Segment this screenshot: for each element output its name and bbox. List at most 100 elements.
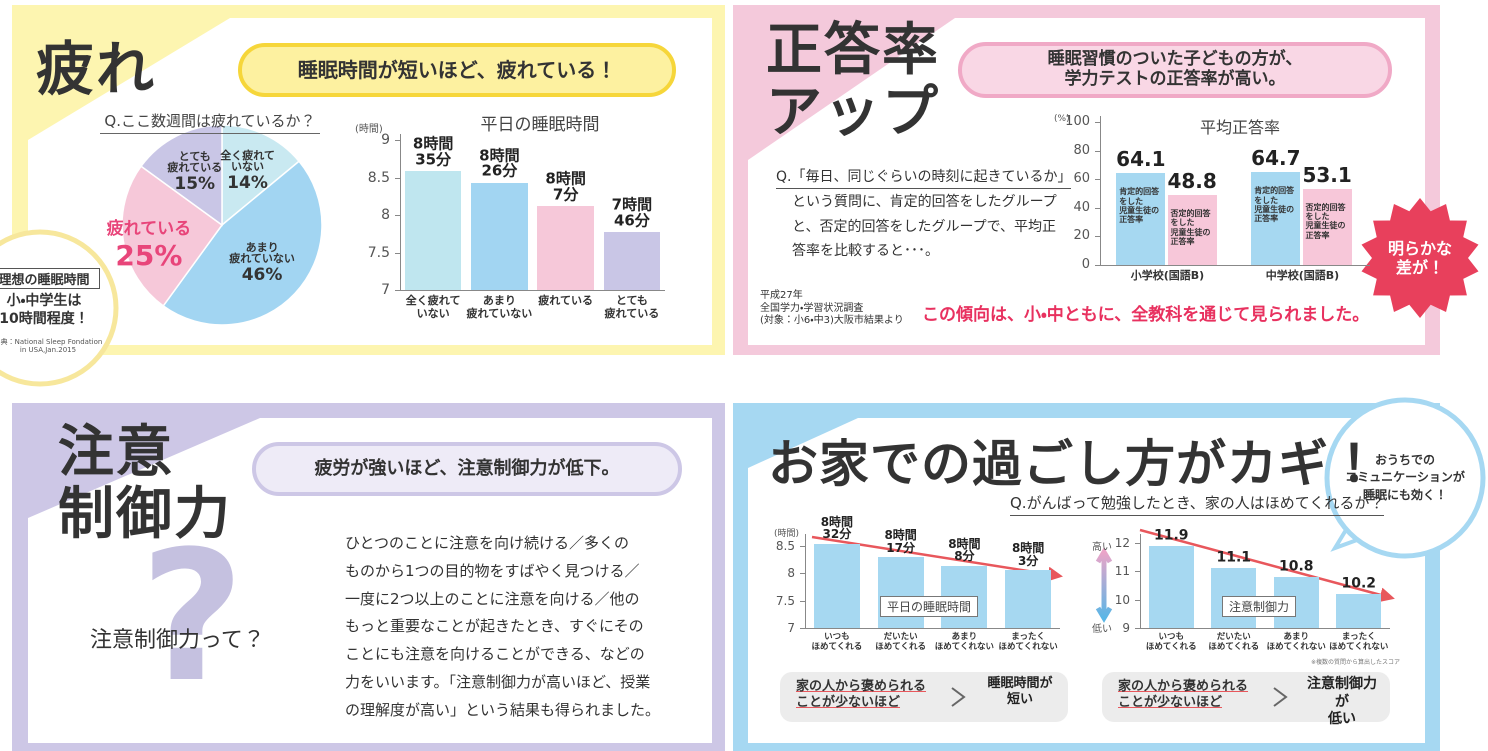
pie-slice bbox=[121, 165, 224, 307]
x-tick-label: まったく ほめてくれない bbox=[1329, 632, 1389, 652]
bar bbox=[1116, 173, 1166, 265]
y-tick bbox=[395, 215, 400, 216]
summary-effect: 注意制御力が 低い bbox=[1307, 676, 1377, 727]
bar bbox=[404, 171, 462, 290]
x-axis bbox=[1140, 628, 1390, 629]
x-tick-label: いつも ほめてくれる bbox=[1145, 632, 1197, 652]
y-tick bbox=[800, 545, 805, 547]
bar bbox=[1302, 189, 1352, 265]
conclusion: この傾向は、小・中ともに、全教科を通じて見られました。 bbox=[922, 305, 1370, 325]
body-text: ひとつのことに注意を向け続ける／多くの ものから1つの目的物をすばやく見つける／… bbox=[345, 534, 661, 719]
pie-value: 15% bbox=[174, 173, 216, 194]
y-axis bbox=[400, 134, 401, 290]
bar bbox=[813, 543, 860, 628]
y-tick bbox=[1095, 179, 1100, 181]
y-axis bbox=[1100, 116, 1101, 265]
question: 注意制御力って？ bbox=[90, 628, 265, 653]
bar bbox=[877, 557, 924, 628]
y-tick-label: 20 bbox=[1073, 228, 1090, 244]
x-tick-label: 中学校(国語B) bbox=[1265, 269, 1340, 282]
series-label: 肯定的回答 をした 児童生徒の 正答率 bbox=[1119, 187, 1160, 224]
series-label: 否定的回答 をした 児童生徒の 正答率 bbox=[1305, 203, 1346, 240]
y-tick bbox=[1135, 542, 1140, 544]
bar bbox=[1251, 172, 1301, 265]
y-tick-label: 80 bbox=[1073, 142, 1090, 158]
pie-category: あまり 疲れていない bbox=[229, 240, 295, 266]
pie-question: Q.ここ数週間は疲れているか？ bbox=[100, 110, 320, 134]
y-tick-label: 60 bbox=[1073, 171, 1090, 187]
headline: 睡眠習慣のついた子どもの方が、 学力テストの正答率が高い。 bbox=[958, 42, 1392, 98]
y-tick bbox=[1095, 265, 1100, 266]
y-tick bbox=[1095, 150, 1100, 152]
y-tick bbox=[800, 628, 805, 629]
pie-slice bbox=[162, 160, 323, 326]
x-axis bbox=[400, 290, 665, 291]
pie-value: 14% bbox=[227, 172, 268, 193]
y-axis-label: (時間) bbox=[774, 529, 800, 539]
x-tick-label: いつも ほめてくれる bbox=[811, 632, 863, 652]
pie-value: 46% bbox=[241, 264, 283, 285]
trend-arrow bbox=[1139, 528, 1395, 603]
y-tick-label: 9 bbox=[381, 132, 390, 148]
value-label: 8時間 3分 bbox=[1011, 541, 1045, 568]
y-tick-label: 8.5 bbox=[367, 169, 390, 186]
y-tick-label: 7 bbox=[787, 621, 795, 635]
summary-box bbox=[1102, 672, 1390, 722]
body-text: という質問に、肯定的回答をしたグループと、否定的回答をしたグループで、平均正答率… bbox=[792, 194, 1057, 259]
y-tick bbox=[800, 573, 805, 574]
panel-title: お家での過ごし方がカギ！ bbox=[768, 435, 1380, 493]
y-tick-label: 40 bbox=[1073, 199, 1090, 215]
bar bbox=[1336, 593, 1382, 628]
axis-low: 低い bbox=[1092, 624, 1112, 635]
chart-title: 平均正答率 bbox=[1199, 118, 1280, 137]
value-label: 48.8 bbox=[1167, 169, 1217, 194]
y-tick bbox=[395, 252, 400, 254]
value-label: 11.1 bbox=[1216, 549, 1252, 566]
x-tick-label: 疲れている bbox=[538, 294, 593, 307]
series-label: 否定的回答 をした 児童生徒の 正答率 bbox=[1170, 209, 1211, 246]
bubble-text: おうちでの コミュニケーションが 睡眠にも効く！ bbox=[1345, 452, 1465, 502]
y-tick bbox=[395, 290, 400, 291]
bar bbox=[1005, 570, 1052, 628]
home-bubble bbox=[1324, 397, 1486, 559]
x-axis bbox=[1100, 265, 1370, 266]
y-tick-label: 11 bbox=[1114, 564, 1130, 579]
value-label: 53.1 bbox=[1302, 163, 1352, 188]
y-axis-label: (時間) bbox=[355, 124, 383, 135]
bar bbox=[471, 182, 528, 290]
callout-source: 出典：National Sleep Fondation in USA,Jan.2… bbox=[0, 338, 103, 355]
value-label: 8時間 35分 bbox=[412, 134, 454, 169]
x-tick-label: 小学校(国語B) bbox=[1130, 269, 1205, 282]
y-axis-label: (%) bbox=[1054, 114, 1070, 124]
y-tick-label: 7.5 bbox=[775, 593, 795, 608]
y-tick bbox=[1095, 207, 1100, 209]
question: Q.がんばって勉強したとき、家の人はほめてくれるか？ bbox=[1010, 492, 1385, 516]
question-mark: ? bbox=[140, 513, 245, 722]
x-tick-label: だいたい ほめてくれる bbox=[875, 632, 926, 652]
chart-title: 平日の睡眠時間 bbox=[480, 115, 600, 135]
bar bbox=[1167, 195, 1217, 265]
y-tick bbox=[395, 177, 400, 179]
y-axis bbox=[805, 534, 806, 628]
bar bbox=[603, 232, 661, 290]
y-tick bbox=[1135, 599, 1140, 601]
question: Q.「毎日、同じぐらいの時刻に起きているか」 bbox=[776, 166, 1072, 189]
y-tick-label: 9 bbox=[1122, 621, 1130, 635]
y-axis bbox=[1140, 534, 1141, 628]
x-tick-label: あまり 疲れていない bbox=[466, 294, 533, 320]
panel-title: 注意 制御力 bbox=[58, 420, 232, 547]
y-tick-label: 7.5 bbox=[367, 244, 390, 261]
burst-text: 明らかな 差が！ bbox=[1387, 238, 1453, 277]
y-tick bbox=[1135, 628, 1140, 629]
y-tick bbox=[1135, 571, 1140, 573]
pie-slice bbox=[221, 124, 301, 227]
y-tick-label: 8 bbox=[381, 207, 390, 223]
x-axis bbox=[805, 628, 1060, 629]
chevron bbox=[951, 687, 966, 707]
y-tick bbox=[1095, 122, 1100, 123]
summary-effect: 睡眠時間が 短い bbox=[987, 676, 1053, 708]
value-label: 64.1 bbox=[1116, 147, 1166, 172]
y-tick-label: 0 bbox=[1081, 257, 1090, 272]
value-label: 8時間 7分 bbox=[545, 169, 586, 204]
value-label: 8時間 8分 bbox=[948, 536, 981, 564]
